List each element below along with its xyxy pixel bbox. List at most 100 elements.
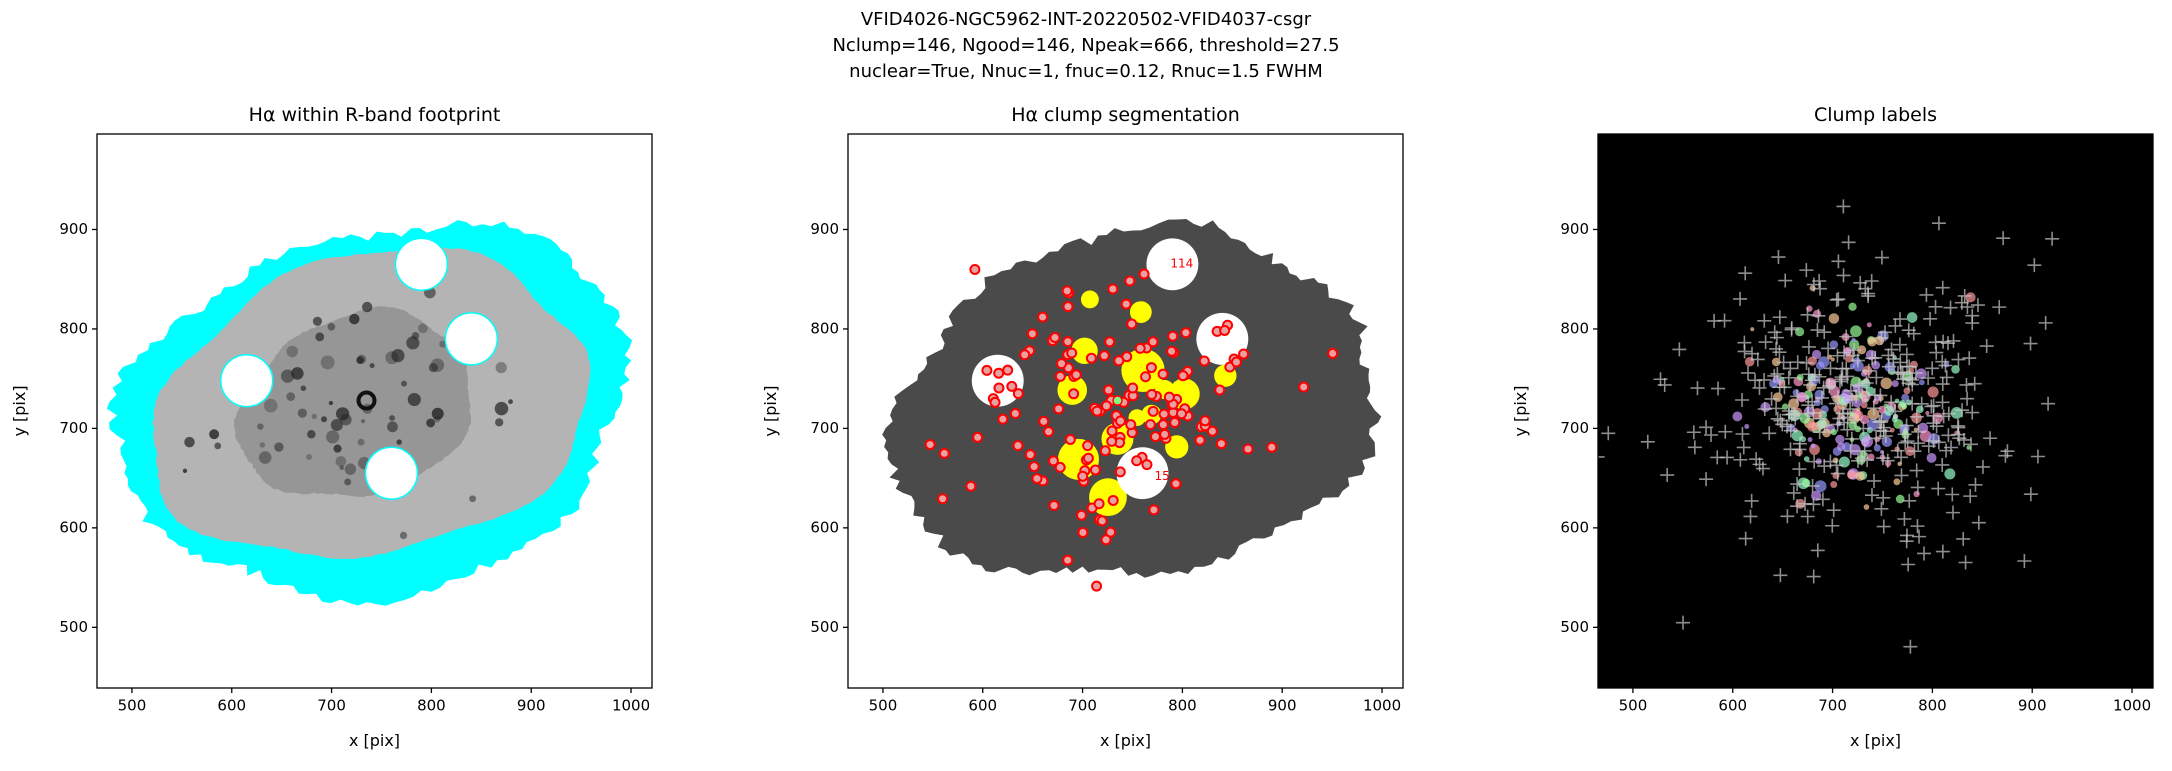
peak-marker: [1901, 557, 1916, 572]
label-patch: [1944, 468, 1956, 480]
image-texture: [326, 430, 340, 444]
peak-marker: [1857, 443, 1872, 458]
clump-marker: [1266, 441, 1278, 453]
peak-marker: [1864, 274, 1879, 289]
peak-marker: [1878, 429, 1893, 444]
peak-marker: [1845, 348, 1860, 363]
peak-marker: [1869, 431, 1884, 446]
peak-marker: [1884, 395, 1899, 410]
y-tick-label: 900: [59, 220, 88, 238]
peak-marker: [1943, 300, 1958, 315]
peak-marker: [1864, 488, 1879, 503]
peak-marker: [1970, 298, 1985, 313]
peak-marker: [1965, 308, 1980, 323]
x-tick-label: 800: [1918, 697, 1947, 715]
clump-marker: [1056, 358, 1068, 370]
y-tick-label: 900: [810, 220, 839, 238]
peak-marker: [1900, 359, 1915, 374]
label-patch: [1849, 444, 1861, 456]
x-tick-label: 500: [869, 697, 898, 715]
peak-marker: [1839, 329, 1854, 344]
peak-marker: [1699, 472, 1714, 487]
y-tick-label: 700: [59, 419, 88, 437]
image-texture: [401, 380, 407, 387]
peak-marker: [1917, 546, 1932, 561]
peak-marker: [1733, 291, 1748, 306]
image-texture: [508, 399, 513, 405]
image-texture: [349, 313, 360, 325]
peak-marker: [1926, 433, 1941, 448]
peak-marker: [1767, 368, 1782, 383]
halpha-core: [233, 306, 472, 497]
y-tick-label: 800: [810, 319, 839, 337]
peak-marker: [1814, 390, 1829, 405]
peak-marker: [1844, 431, 1859, 446]
label-patch: [1861, 435, 1873, 448]
peak-marker: [1769, 341, 1784, 356]
clump-marker: [1114, 466, 1126, 478]
x-tick-label: 1000: [2113, 697, 2151, 715]
y-tick-label: 800: [59, 319, 88, 337]
clump-marker: [1327, 347, 1339, 359]
peak-marker: [1832, 411, 1847, 426]
clump-marker: [1103, 384, 1115, 396]
clump-marker: [1031, 473, 1043, 485]
peak-marker: [1950, 418, 1965, 433]
peak-marker: [1790, 477, 1805, 492]
label-patch: [1913, 490, 1920, 498]
axes-frame: [847, 133, 1404, 689]
label-patch: [1873, 444, 1881, 452]
label-patch: [1744, 357, 1755, 367]
image-texture: [418, 323, 428, 334]
image-texture: [495, 361, 507, 374]
clump-marker: [989, 396, 1001, 408]
clump-marker: [1131, 455, 1143, 467]
peak-marker: [1898, 435, 1913, 450]
clump-marker: [1012, 440, 1024, 452]
peak-marker: [1896, 372, 1911, 387]
y-axis-label: y [pix]: [10, 385, 29, 436]
clump-marker: [1159, 428, 1171, 440]
clump-marker: [1169, 417, 1181, 429]
masked-star: [1116, 447, 1169, 500]
clump-marker: [937, 493, 949, 505]
y-tick-label: 700: [1560, 419, 1589, 437]
label-patch: [1859, 414, 1870, 425]
label-patch: [1750, 327, 1755, 332]
peak-marker: [1845, 392, 1860, 407]
label-patch: [1851, 337, 1856, 342]
peak-marker: [1900, 434, 1915, 449]
label-patch: [1807, 356, 1817, 366]
x-tick-label: 1000: [612, 697, 650, 715]
peak-marker: [1762, 426, 1777, 441]
image-texture: [389, 415, 395, 421]
y-tick-label: 600: [1560, 518, 1589, 536]
peak-marker: [1801, 339, 1816, 354]
peak-marker: [1975, 459, 1990, 474]
peak-marker: [1959, 377, 1974, 392]
peak-marker: [1960, 299, 1975, 314]
label-patch: [1925, 411, 1930, 416]
peak-marker: [1744, 493, 1759, 508]
clump-marker: [1113, 355, 1125, 367]
clump-marker: [1077, 470, 1089, 482]
axes: 114 15 500 600 700 800 900 1000 500 600 700 800 900 H…: [761, 104, 1404, 750]
peak-marker: [1992, 300, 2007, 315]
clump-marker: [1037, 311, 1049, 323]
clump-marker: [1099, 445, 1111, 457]
label-patch: [1863, 504, 1870, 510]
peak-marker: [1935, 395, 1950, 410]
peak-marker: [1829, 458, 1844, 473]
clump-marker: [993, 367, 1005, 379]
x-axis-label: x [pix]: [349, 731, 400, 750]
peak-marker: [1804, 373, 1819, 388]
label-patch: [1850, 325, 1862, 338]
peak-marker: [1735, 427, 1750, 442]
peak-marker: [1901, 323, 1916, 338]
peak-marker: [1813, 281, 1828, 296]
clump-marker: [1198, 355, 1210, 367]
peak-marker: [1806, 569, 1821, 584]
peak-marker: [1874, 501, 1889, 516]
peak-marker: [1784, 322, 1799, 337]
label-patch: [1903, 387, 1911, 395]
